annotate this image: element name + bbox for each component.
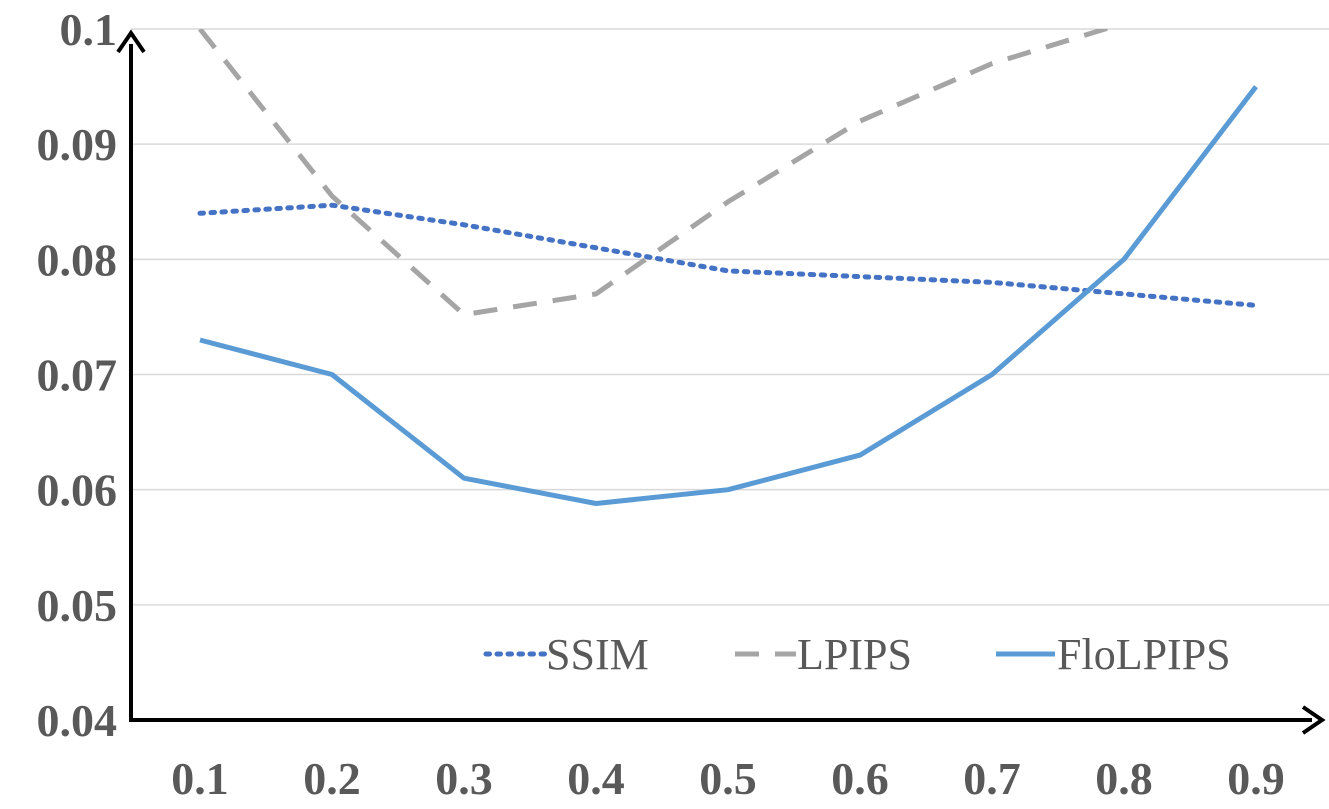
x-tick-label: 0.5 [699,753,757,804]
data-point-lpips [594,291,599,296]
legend-label-ssim: SSIM [546,630,649,679]
series-line-flolpips [199,85,1258,506]
data-point-flolpips [198,337,203,342]
data-point-ssim [1122,291,1127,296]
data-point-lpips [462,312,467,317]
y-tick-label: 0.09 [37,119,118,170]
legend-label-lpips: LPIPS [797,630,912,679]
data-point-flolpips [594,501,599,506]
y-tick-labels: 0.04 0.05 0.06 0.07 0.08 0.09 0.1 [37,4,118,746]
y-tick-label: 0.1 [60,4,118,55]
y-tick-label: 0.06 [37,465,118,516]
data-point-ssim [330,203,335,208]
x-tick-label: 0.3 [435,753,493,804]
x-tick-label: 0.8 [1095,753,1153,804]
data-point-ssim [726,268,731,273]
x-tick-label: 0.6 [831,753,889,804]
data-point-flolpips [330,372,335,377]
x-tick-label: 0.2 [303,753,361,804]
x-tick-label: 0.4 [567,753,625,804]
y-axis-arrowhead [116,29,146,54]
data-point-ssim [858,274,863,279]
data-point-lpips [726,199,731,204]
data-point-flolpips [990,372,995,377]
data-point-ssim [462,222,467,227]
gridlines [131,28,1329,606]
legend: SSIM LPIPS FloLPIPS [483,630,1231,679]
data-point-flolpips [462,476,467,481]
data-point-flolpips [1254,84,1259,89]
data-point-ssim [594,245,599,250]
data-point-flolpips [726,487,731,492]
legend-label-flolpips: FloLPIPS [1057,630,1231,679]
data-point-ssim [198,211,203,216]
y-tick-label: 0.05 [37,580,118,631]
series-lines [197,21,1259,506]
data-point-flolpips [858,453,863,458]
x-tick-label: 0.9 [1227,753,1285,804]
axes [116,29,1326,735]
data-point-lpips [330,193,335,198]
y-tick-label: 0.07 [37,350,118,401]
data-point-ssim [1254,303,1259,308]
data-point-lpips [858,119,863,124]
series-line-lpips [198,29,1114,318]
x-tick-labels: 0.1 0.2 0.3 0.4 0.5 0.6 0.7 0.8 0.9 [171,753,1285,804]
y-tick-label: 0.04 [37,695,118,746]
x-tick-label: 0.7 [963,753,1021,804]
data-point-lpips [198,27,203,32]
data-point-lpips [990,61,995,66]
data-point-flolpips [1122,257,1127,262]
data-point-ssim [990,280,995,285]
data-point-lpips [1122,21,1127,26]
x-tick-label: 0.1 [171,753,229,804]
y-tick-label: 0.08 [37,234,118,285]
x-axis-arrowhead [1301,705,1326,735]
series-line-ssim [197,202,1259,308]
